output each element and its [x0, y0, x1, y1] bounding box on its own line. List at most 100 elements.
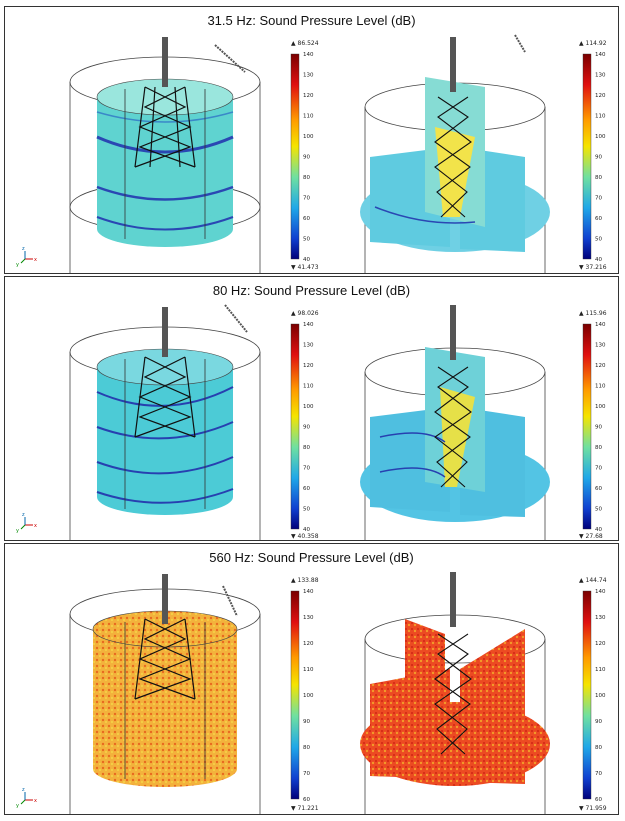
colorbar-tick-label: 50	[595, 237, 602, 243]
colorbar-tick-label: 130	[595, 615, 606, 621]
colorbar-tick-label: 120	[303, 93, 314, 99]
panel-title: 31.5 Hz: Sound Pressure Level (dB)	[207, 13, 416, 28]
panel-plot: ▲ 98.026 140 130 120 110 100 90 80 70 60 50 40 ▼ 4…	[16, 304, 607, 540]
colorbar-tick-label: 70	[303, 466, 310, 472]
colorbar-tick-label: 60	[303, 797, 310, 803]
colorbar-tick-label: 130	[303, 343, 314, 349]
cylinder-wall	[97, 367, 233, 497]
node-band	[96, 216, 234, 231]
svg-text:y: y	[16, 262, 19, 268]
colorbar-tick-label: 100	[595, 693, 606, 699]
colorbar-tick-label: 100	[595, 404, 606, 410]
left-colorbar: ▲ 98.026 140 130 120 110 100 90 80 70 60 50 40 ▼ 4…	[290, 310, 319, 540]
colorbar-min: ▼ 41.473	[291, 264, 319, 271]
panel-plot: ▲ 86.524 140 130 120 110 100 90 80 70 60 50 40 ▼ 4…	[16, 34, 607, 273]
colorbar-tick-label: 40	[303, 527, 310, 533]
colorbar-tick-label: 50	[303, 237, 310, 243]
right-colorbar: ▲ 114.92 140 130 120 110 100 90 80 70 60 50 40 ▼ 3…	[579, 40, 607, 271]
colorbar-tick-label: 90	[595, 719, 602, 725]
colorbar-tick-label: 70	[303, 196, 310, 202]
colorbar-tick-label: 40	[303, 257, 310, 263]
colorbar-tick-label: 60	[595, 216, 602, 222]
colorbar-tick-label: 120	[595, 363, 606, 369]
tower-lattice	[134, 37, 196, 168]
right-scene	[360, 305, 550, 540]
colorbar-tick-label: 90	[595, 155, 602, 161]
cylinder-wall	[93, 629, 237, 769]
colorbar-tick-label: 120	[303, 641, 314, 647]
colorbar-tick-label: 60	[595, 797, 602, 803]
colorbar-tick-label: 70	[595, 466, 602, 472]
panel-560hz: 560 Hz: Sound Pressure Level (dB)	[4, 543, 619, 815]
colorbar-tick-label: 90	[303, 155, 310, 161]
colorbar-tick-label: 80	[595, 745, 602, 751]
svg-text:z: z	[22, 246, 25, 252]
axis-triad: x z y	[16, 787, 37, 809]
colorbar-max: ▲ 114.92	[579, 40, 607, 47]
colorbar-tick-label: 130	[595, 73, 606, 79]
colorbar-tick-label: 140	[303, 322, 314, 328]
svg-text:y: y	[16, 803, 19, 809]
colorbar-tick-label: 90	[595, 425, 602, 431]
colorbar-tick-label: 120	[595, 641, 606, 647]
colorbar-tick-label: 140	[595, 322, 606, 328]
colorbar-tick-label: 80	[595, 175, 602, 181]
colorbar-tick-label: 120	[303, 363, 314, 369]
colorbar-max: ▲ 115.96	[579, 310, 607, 317]
colorbar-min: ▼ 37.216	[579, 264, 607, 271]
colorbar-tick-label: 120	[595, 93, 606, 99]
colorbar-tick-label: 80	[595, 445, 602, 451]
colorbar-tick-label: 100	[303, 693, 314, 699]
right-colorbar: ▲ 144.74 140 130 120 110 100 90 80 70 60 ▼ 71.95…	[579, 577, 607, 812]
right-scene	[360, 572, 550, 814]
colorbar-tick-label: 110	[303, 384, 314, 390]
node-band	[96, 135, 234, 154]
svg-text:z: z	[22, 787, 25, 793]
svg-text:y: y	[16, 528, 19, 534]
colorbar-tick-label: 40	[595, 527, 602, 533]
colorbar-tick-label: 60	[595, 486, 602, 492]
panel-31-5hz: 31.5 Hz: Sound Pressure Level (dB)	[4, 6, 619, 274]
node-band	[96, 185, 234, 201]
colorbar-tick-label: 140	[303, 52, 314, 58]
axis-triad: x z y	[16, 246, 37, 268]
left-scene	[69, 37, 261, 273]
colorbar-min: ▼ 71.959	[579, 805, 607, 812]
svg-text:x: x	[34, 523, 37, 529]
colorbar-tick-label: 90	[303, 719, 310, 725]
colorbar-tick-label: 60	[303, 216, 310, 222]
svg-text:x: x	[34, 798, 37, 804]
colorbar-max: ▲ 98.026	[291, 310, 319, 317]
svg-text:z: z	[22, 512, 25, 518]
colorbar-tick-label: 70	[303, 771, 310, 777]
panel-80hz: 80 Hz: Sound Pressure Level (dB)	[4, 276, 619, 541]
left-scene	[69, 574, 261, 814]
colorbar-tick-label: 140	[595, 52, 606, 58]
colorbar-max: ▲ 144.74	[579, 577, 607, 584]
colorbar-tick-label: 80	[303, 745, 310, 751]
colorbar-tick-label: 130	[595, 343, 606, 349]
left-colorbar: ▲ 86.524 140 130 120 110 100 90 80 70 60 50 40 ▼ 4…	[290, 40, 319, 271]
colorbar-tick-label: 70	[595, 196, 602, 202]
colorbar-tick-label: 90	[303, 425, 310, 431]
right-scene	[360, 34, 550, 273]
panel-title: 80 Hz: Sound Pressure Level (dB)	[212, 283, 411, 298]
colorbar-tick-label: 110	[595, 384, 606, 390]
mast	[162, 37, 168, 87]
hotspot	[440, 387, 475, 487]
axis-triad: x z y	[16, 512, 37, 534]
colorbar-tick-label: 60	[303, 486, 310, 492]
colorbar-min: ▼ 71.221	[291, 805, 319, 812]
colorbar-tick-label: 130	[303, 73, 314, 79]
colorbar-tick-label: 100	[303, 134, 314, 140]
colorbar-tick-label: 140	[303, 589, 314, 595]
colorbar-tick-label: 100	[595, 134, 606, 140]
colorbar-tick-label: 110	[595, 114, 606, 120]
colorbar-max: ▲ 86.524	[291, 40, 319, 47]
colorbar-tick-label: 110	[303, 667, 314, 673]
colorbar-tick-label: 80	[303, 445, 310, 451]
panel-title: 560 Hz: Sound Pressure Level (dB)	[209, 550, 414, 565]
colorbar-tick-label: 80	[303, 175, 310, 181]
colorbar-tick-label: 50	[595, 507, 602, 513]
colorbar-tick-label: 140	[595, 589, 606, 595]
